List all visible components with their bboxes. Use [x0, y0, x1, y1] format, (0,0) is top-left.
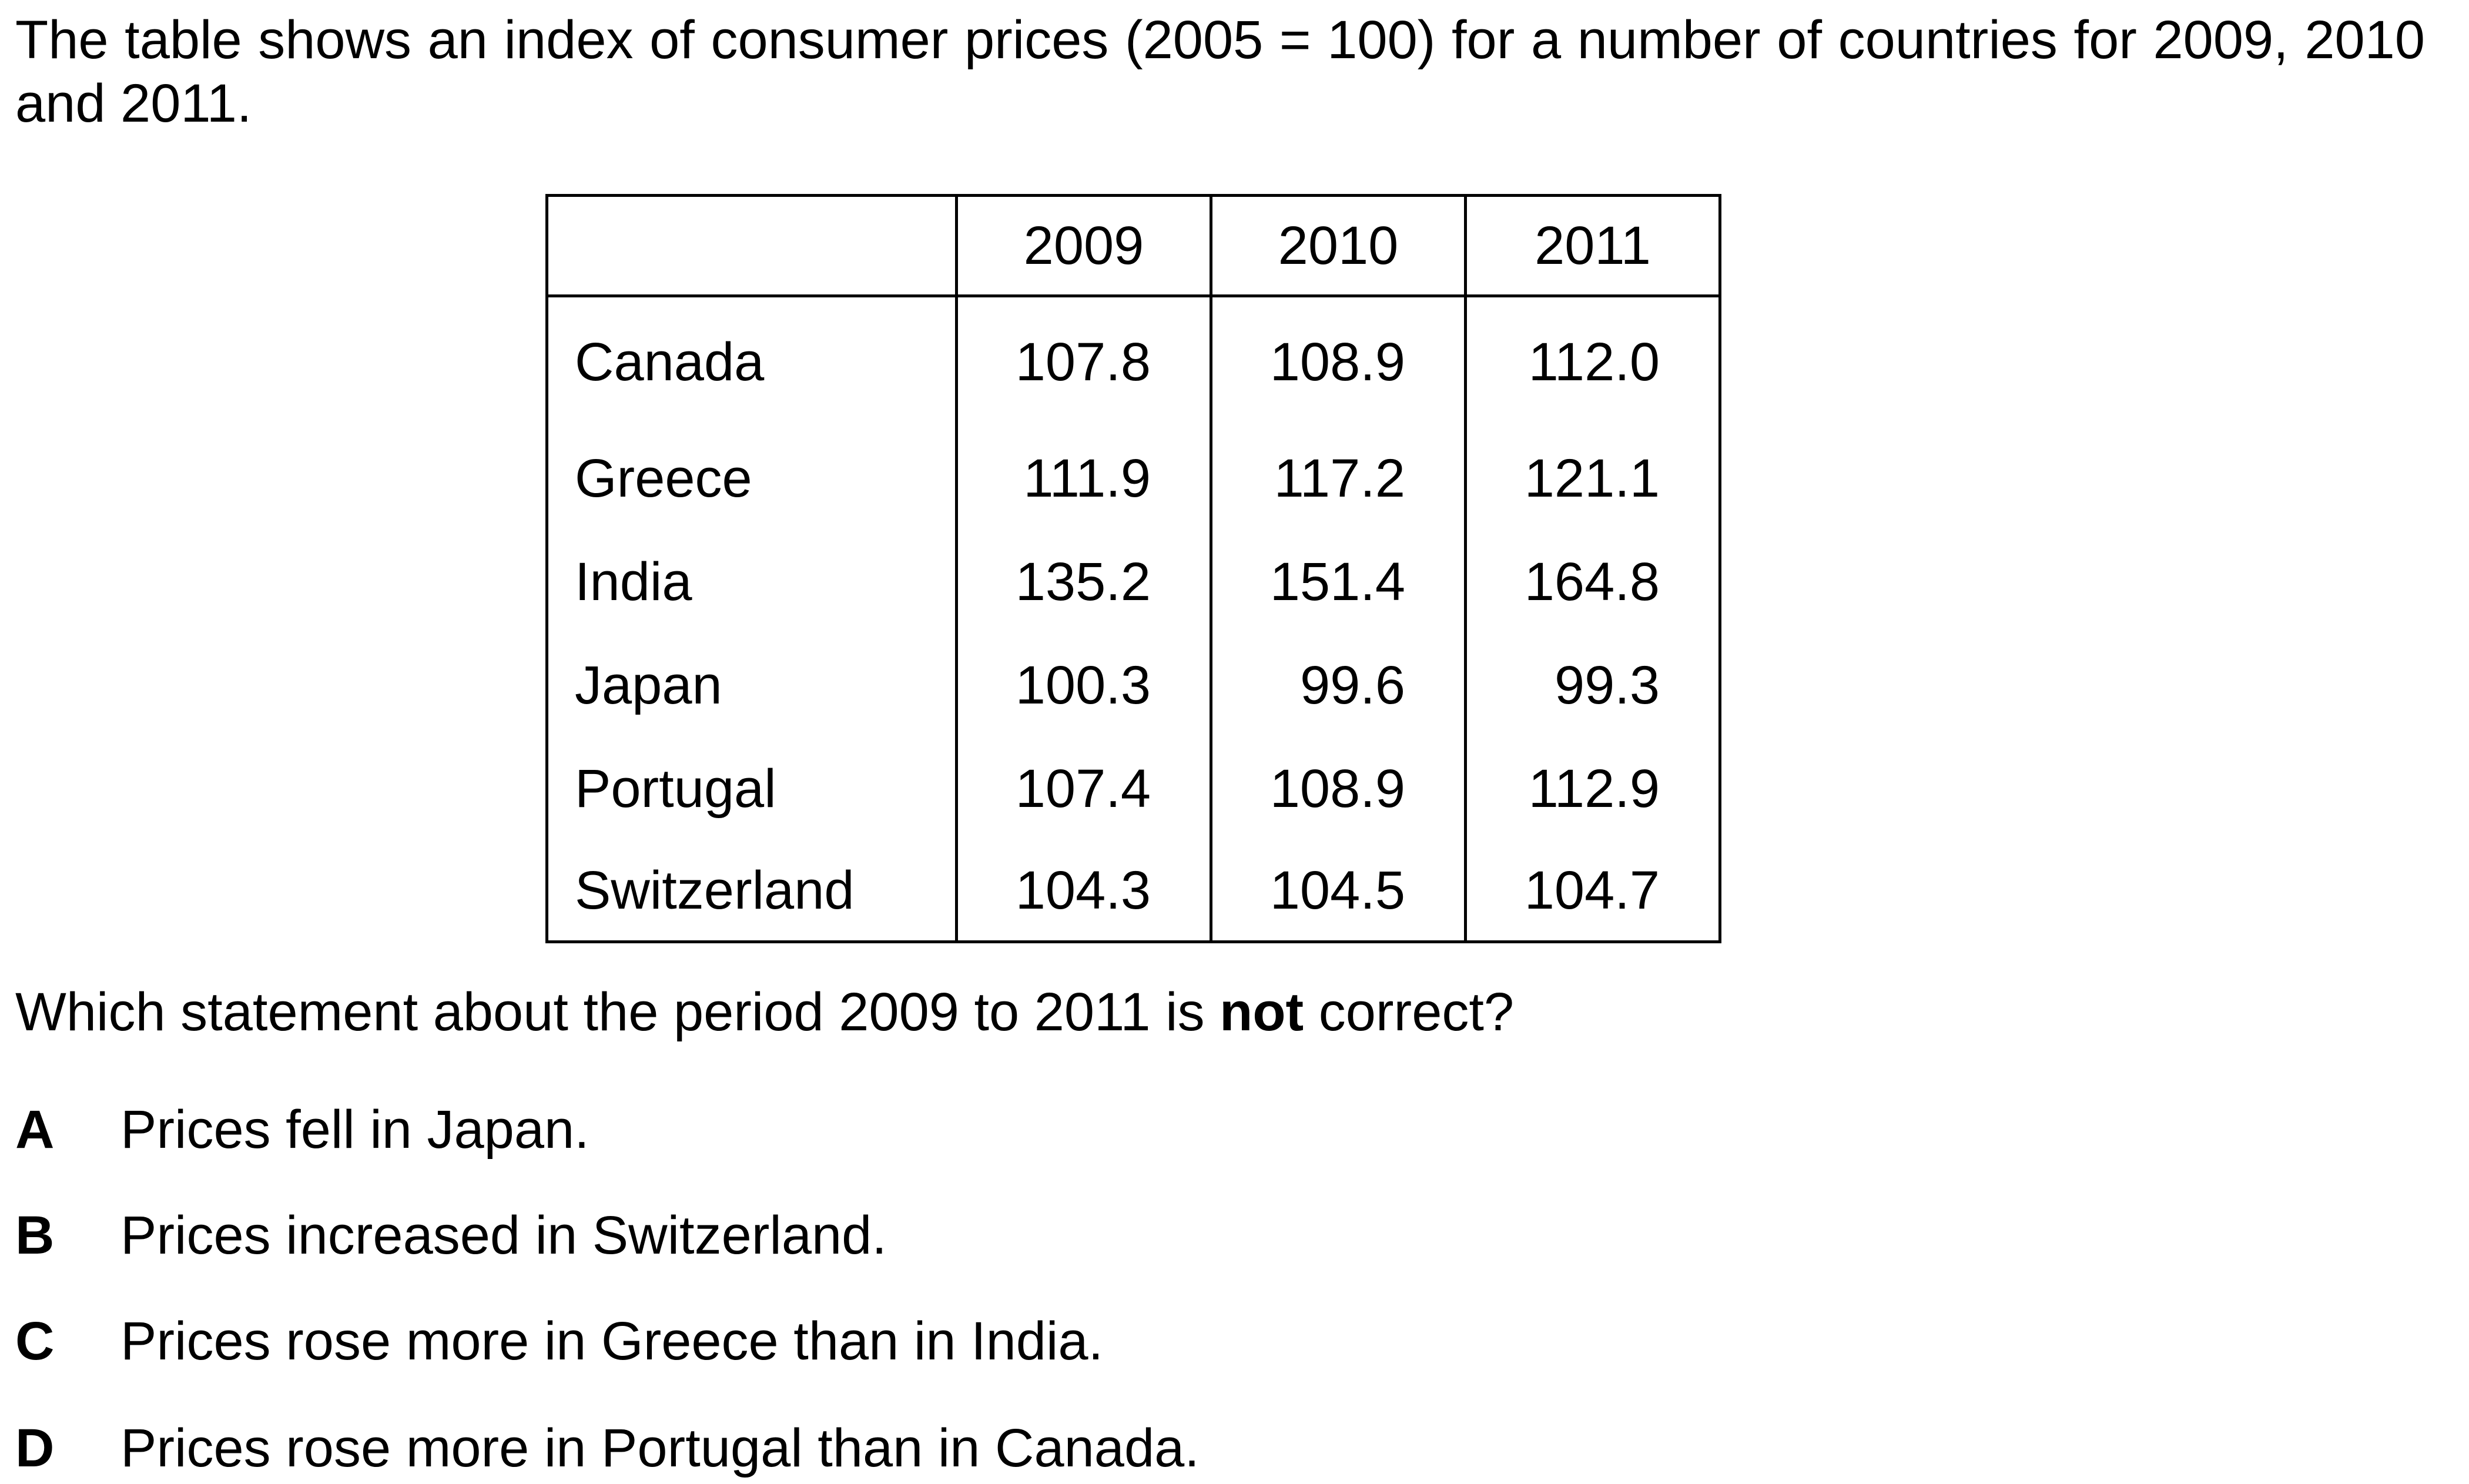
option-text: Prices rose more in Portugal than in Can…	[120, 1418, 1200, 1478]
option-letter: C	[15, 1311, 55, 1371]
option-text: Prices fell in Japan.	[120, 1100, 589, 1160]
option-letter: A	[15, 1100, 55, 1160]
table-row: Portugal 107.4 108.9 112.9	[547, 737, 1720, 840]
answer-option-c[interactable]: C Prices rose more in Greece than in Indi…	[15, 1309, 1103, 1373]
index-value: 107.4	[955, 737, 1211, 840]
index-value: 121.1	[1464, 427, 1720, 530]
index-value: 164.8	[1464, 530, 1720, 634]
answer-option-d[interactable]: D Prices rose more in Portugal than in Ca…	[15, 1416, 1200, 1480]
table-row: Canada 107.8 108.9 112.0	[547, 296, 1720, 427]
index-value: 99.3	[1464, 634, 1720, 737]
question-text-start: Which statement about the period 2009 to…	[15, 982, 1220, 1042]
table-row: India 135.2 151.4 164.8	[547, 530, 1720, 634]
index-value: 104.7	[1464, 840, 1720, 942]
consumer-price-index-table: 2009 2010 2011 Canada 107.8 108.9 112.0 …	[545, 194, 1721, 943]
country-name: Portugal	[575, 758, 776, 819]
index-value: 100.3	[955, 634, 1211, 737]
year-header-2011: 2011	[1464, 195, 1720, 297]
table-header-row: 2009 2010 2011	[547, 195, 1720, 297]
intro-text: The table shows an index of consumer pri…	[15, 10, 2425, 133]
index-value: 111.9	[955, 427, 1211, 530]
question-text-end: correct?	[1304, 982, 1515, 1042]
option-text: Prices rose more in Greece than in India…	[120, 1311, 1104, 1371]
question-emphasis: not	[1220, 982, 1304, 1042]
index-value: 108.9	[1210, 296, 1466, 427]
index-value: 117.2	[1210, 427, 1466, 530]
index-value: 104.5	[1210, 840, 1466, 942]
index-value: 112.9	[1464, 737, 1720, 840]
year-header-2010: 2010	[1210, 195, 1466, 297]
answer-option-b[interactable]: B Prices increased in Switzerland.	[15, 1204, 887, 1267]
table-row: Japan 100.3 99.6 99.3	[547, 634, 1720, 737]
country-name: Canada	[575, 331, 765, 392]
index-value: 99.6	[1210, 634, 1466, 737]
country-name: Greece	[575, 448, 752, 508]
option-letter: B	[15, 1205, 55, 1265]
index-value: 107.8	[955, 296, 1211, 427]
country-name: India	[575, 551, 692, 612]
index-value: 151.4	[1210, 530, 1466, 634]
table-row: Switzerland 104.3 104.5 104.7	[547, 840, 1720, 942]
option-letter: D	[15, 1418, 55, 1478]
table-row: Greece 111.9 117.2 121.1	[547, 427, 1720, 530]
country-name: Switzerland	[575, 860, 855, 920]
index-value: 104.3	[955, 840, 1211, 942]
index-value: 135.2	[955, 530, 1211, 634]
country-name: Japan	[575, 655, 722, 715]
option-text: Prices increased in Switzerland.	[120, 1205, 887, 1265]
question-text: Which statement about the period 2009 to…	[15, 980, 1514, 1044]
year-header-2009: 2009	[955, 195, 1211, 297]
index-value: 112.0	[1464, 296, 1720, 427]
index-value: 108.9	[1210, 737, 1466, 840]
table-corner-cell	[547, 195, 957, 297]
answer-option-a[interactable]: A Prices fell in Japan.	[15, 1098, 589, 1161]
